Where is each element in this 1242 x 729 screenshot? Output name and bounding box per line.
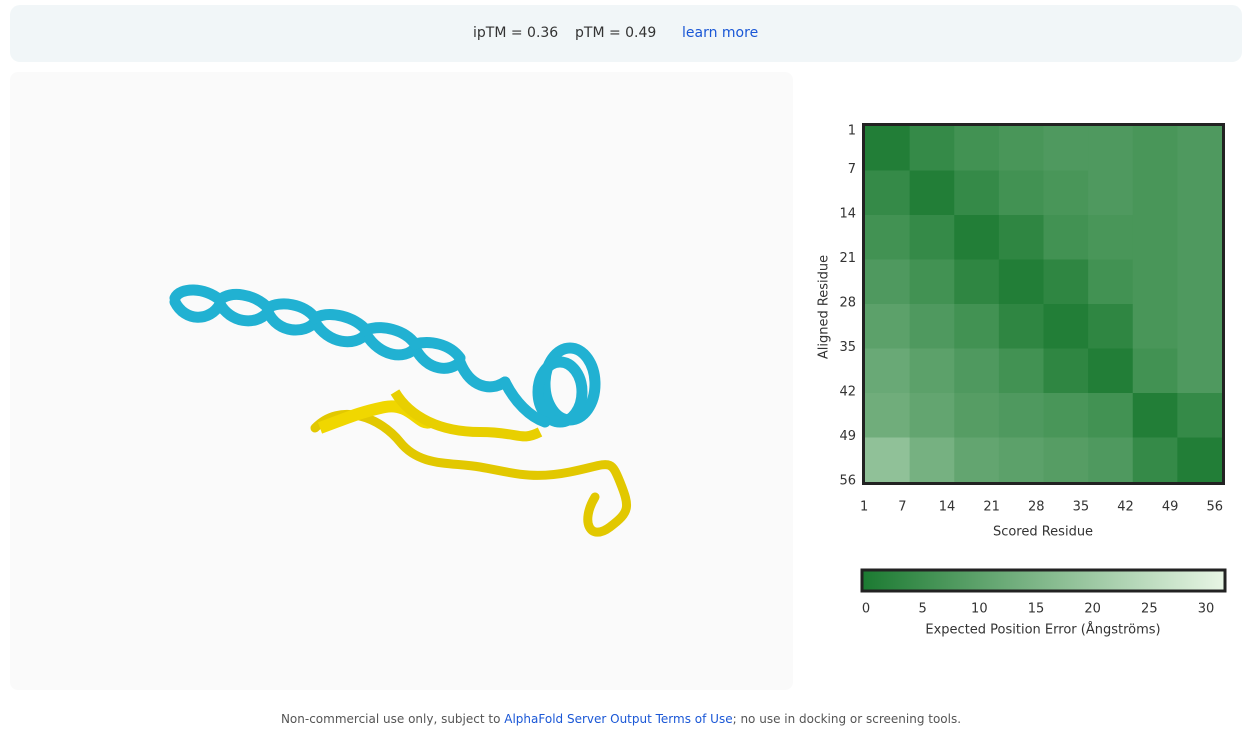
- heatmap-cell: [1044, 126, 1089, 171]
- heatmap-cell: [865, 260, 910, 305]
- heatmap-cell: [1044, 260, 1089, 305]
- colorbar-tick-label: 0: [862, 602, 870, 617]
- heatmap-cell: [999, 260, 1044, 305]
- y-tick-label: 7: [848, 162, 856, 177]
- colorbar-title: Expected Position Error (Ångströms): [925, 622, 1160, 638]
- x-tick-label: 42: [1117, 500, 1134, 515]
- x-tick-label: 49: [1162, 500, 1179, 515]
- terms-link[interactable]: AlphaFold Server Output Terms of Use: [504, 712, 732, 726]
- heatmap-cell: [865, 393, 910, 438]
- heatmap-cell: [910, 349, 955, 394]
- colorbar-tick-label: 10: [971, 602, 988, 617]
- heatmap-cell: [910, 215, 955, 260]
- x-tick-label: 1: [860, 500, 868, 515]
- pae-chart: Aligned Residue Scored Residue Expected …: [0, 0, 1242, 700]
- heatmap-cell: [1133, 349, 1178, 394]
- heatmap-cell: [1044, 393, 1089, 438]
- colorbar-tick-label: 15: [1028, 602, 1045, 617]
- heatmap-cell: [865, 438, 910, 483]
- heatmap-cell: [1177, 171, 1222, 216]
- heatmap-cell: [865, 215, 910, 260]
- heatmap-cell: [999, 438, 1044, 483]
- x-tick-label: 7: [898, 500, 906, 515]
- heatmap-cell: [910, 260, 955, 305]
- heatmap-cell: [1044, 304, 1089, 349]
- heatmap-cell: [865, 304, 910, 349]
- heatmap-cell: [1177, 260, 1222, 305]
- y-tick-label: 35: [839, 340, 856, 355]
- heatmap-cell: [999, 393, 1044, 438]
- footer: Non-commercial use only, subject to Alph…: [0, 712, 1242, 726]
- x-tick-label: 21: [983, 500, 1000, 515]
- y-tick-label: 14: [839, 206, 856, 221]
- heatmap-cell: [910, 304, 955, 349]
- y-tick-label: 56: [839, 473, 856, 488]
- colorbar-tick-label: 20: [1084, 602, 1101, 617]
- heatmap-cell: [865, 126, 910, 171]
- heatmap-cell: [1177, 438, 1222, 483]
- y-tick-label: 28: [839, 295, 856, 310]
- y-tick-label: 49: [839, 429, 856, 444]
- heatmap-cell: [1177, 393, 1222, 438]
- heatmap-cell: [999, 215, 1044, 260]
- heatmap-cell: [910, 438, 955, 483]
- heatmap-cell: [1088, 260, 1133, 305]
- heatmap-cell: [1177, 349, 1222, 394]
- heatmap-cell: [1177, 126, 1222, 171]
- heatmap-cell: [1133, 304, 1178, 349]
- y-tick-label: 21: [839, 251, 856, 266]
- x-tick-label: 14: [939, 500, 956, 515]
- heatmap-cell: [1044, 438, 1089, 483]
- heatmap-cell: [1177, 304, 1222, 349]
- heatmap-cell: [1088, 349, 1133, 394]
- x-axis-title: Scored Residue: [993, 525, 1093, 540]
- heatmap-cell: [1088, 438, 1133, 483]
- colorbar-tick-label: 30: [1198, 602, 1215, 617]
- colorbar-tick-label: 5: [919, 602, 927, 617]
- heatmap-cell: [999, 171, 1044, 216]
- footer-text: Non-commercial use only, subject to: [281, 712, 500, 726]
- heatmap-cell: [1088, 171, 1133, 216]
- heatmap-cell: [1088, 126, 1133, 171]
- heatmap-cell: [1044, 215, 1089, 260]
- heatmap-cell: [910, 393, 955, 438]
- heatmap-cell: [1133, 215, 1178, 260]
- heatmap-cell: [1133, 260, 1178, 305]
- x-tick-label: 35: [1073, 500, 1090, 515]
- heatmap-cell: [954, 215, 999, 260]
- heatmap-cell: [954, 438, 999, 483]
- heatmap-cell: [1088, 304, 1133, 349]
- heatmap-cell: [1044, 349, 1089, 394]
- heatmap-cell: [954, 393, 999, 438]
- heatmap-cell: [1133, 126, 1178, 171]
- heatmap-cell: [1044, 171, 1089, 216]
- heatmap-cell: [910, 126, 955, 171]
- colorbar-tick-label: 25: [1141, 602, 1158, 617]
- y-tick-label: 1: [848, 124, 856, 139]
- heatmap-cell: [1088, 393, 1133, 438]
- heatmap-cell: [954, 304, 999, 349]
- heatmap-cell: [865, 171, 910, 216]
- heatmap-cell: [910, 171, 955, 216]
- heatmap-cell: [954, 171, 999, 216]
- heatmap-cell: [865, 349, 910, 394]
- heatmap-cell: [1177, 215, 1222, 260]
- page: ipTM = 0.36 pTM = 0.49 learn more Aligne…: [0, 0, 1242, 729]
- colorbar: [862, 570, 1225, 591]
- footer-text: ; no use in docking or screening tools.: [733, 712, 961, 726]
- heatmap-cell: [999, 304, 1044, 349]
- heatmap-cell: [954, 126, 999, 171]
- y-axis-title: Aligned Residue: [817, 255, 832, 359]
- x-tick-label: 28: [1028, 500, 1045, 515]
- x-tick-label: 56: [1207, 500, 1224, 515]
- heatmap-cell: [954, 260, 999, 305]
- heatmap-cell: [1133, 393, 1178, 438]
- heatmap-cell: [1088, 215, 1133, 260]
- y-tick-label: 42: [839, 384, 856, 399]
- heatmap-cell: [1133, 171, 1178, 216]
- heatmap-cell: [954, 349, 999, 394]
- heatmap-cell: [999, 126, 1044, 171]
- heatmap-cell: [1133, 438, 1178, 483]
- heatmap-cell: [999, 349, 1044, 394]
